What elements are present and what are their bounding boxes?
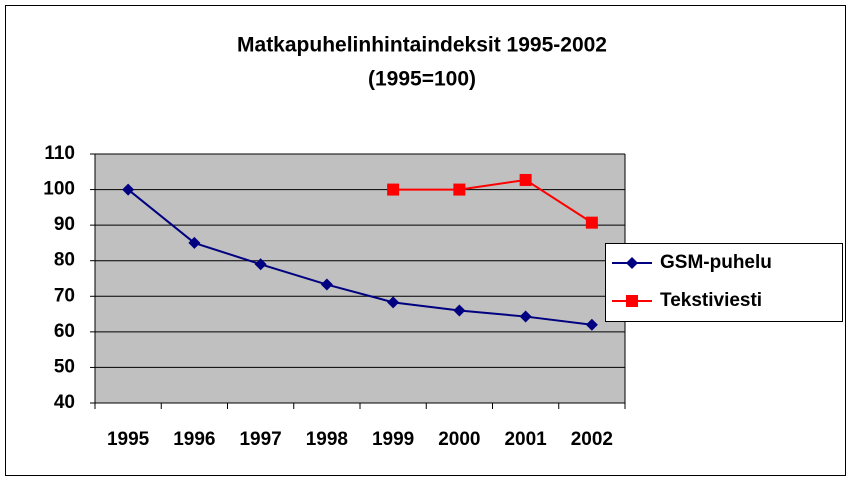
point bbox=[122, 183, 135, 196]
x-tick-label: 1999 bbox=[372, 429, 414, 450]
point bbox=[188, 236, 201, 249]
chart-title: Matkapuhelinhintaindeksit 1995-2002 bbox=[237, 34, 607, 57]
point bbox=[387, 183, 400, 196]
point bbox=[453, 304, 466, 317]
point bbox=[387, 296, 400, 309]
x-tick-label: 2002 bbox=[571, 429, 613, 450]
point bbox=[519, 310, 532, 323]
series-line bbox=[393, 178, 593, 224]
point bbox=[320, 278, 333, 291]
chart-subtitle: (1995=100) bbox=[368, 68, 476, 91]
y-tick-label: 80 bbox=[54, 250, 75, 271]
point bbox=[519, 173, 532, 186]
legend-marker bbox=[626, 257, 638, 269]
x-tick-label: 1998 bbox=[306, 429, 348, 450]
point bbox=[453, 183, 466, 196]
x-tick-label: 2001 bbox=[504, 429, 547, 450]
y-tick-label: 110 bbox=[44, 143, 75, 164]
x-tick-label: 1996 bbox=[173, 429, 215, 450]
y-tick-label: 90 bbox=[54, 214, 75, 235]
y-tick-label: 70 bbox=[54, 285, 75, 306]
y-tick-label: 40 bbox=[54, 392, 75, 413]
legend-label: Tekstiviesti bbox=[660, 290, 762, 311]
y-tick-label: 50 bbox=[54, 356, 75, 377]
legend-label: GSM-puhelu bbox=[660, 252, 772, 273]
y-tick-label: 60 bbox=[54, 321, 75, 342]
point bbox=[585, 318, 598, 331]
point bbox=[254, 258, 267, 271]
point bbox=[585, 216, 598, 229]
legend bbox=[605, 243, 843, 322]
y-tick-label: 100 bbox=[43, 179, 75, 200]
x-tick-label: 2000 bbox=[438, 429, 480, 450]
x-tick-label: 1995 bbox=[107, 429, 150, 450]
x-tick-label: 1997 bbox=[239, 429, 281, 450]
plot-area bbox=[95, 154, 625, 403]
legend-marker bbox=[626, 295, 638, 307]
series-line bbox=[127, 188, 592, 326]
